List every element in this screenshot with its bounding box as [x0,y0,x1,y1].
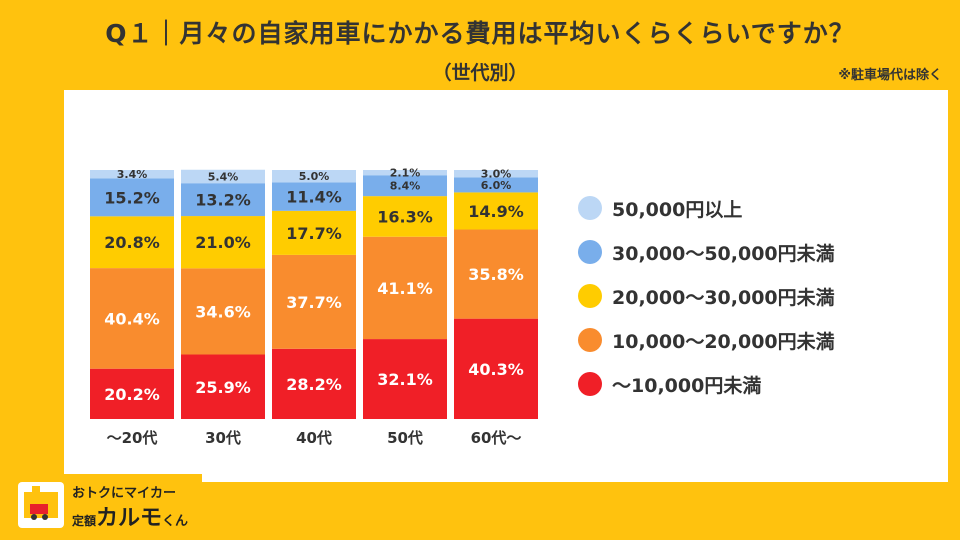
data-label: 3.0% [481,168,512,181]
bar-segment [454,318,538,419]
bar-segment [272,254,356,349]
data-label: 21.0% [195,233,251,252]
legend-swatch [578,196,602,220]
data-label: 11.4% [286,188,342,207]
chart-panel: 20.2% 40.4% 20.8% 15.2% 3.4% ～20代 25.9% 34.6% 21… [64,90,948,482]
legend-swatch [578,240,602,264]
legend-label: 10,000～20,000円未満 [612,330,835,353]
x-tick-label: 40代 [296,429,332,447]
data-label: 2.1% [390,167,421,180]
data-label: 32.1% [377,370,433,389]
data-label: 14.9% [468,202,524,221]
bar-segment [90,368,174,419]
logo-tagline: おトクにマイカー [72,486,177,501]
data-label: 15.2% [104,188,160,207]
legend-swatch [578,372,602,396]
car-badge-icon [18,482,64,528]
x-tick-label: 50代 [387,429,423,447]
footnote: ※駐車場代は除く [838,68,942,83]
stacked-bar-chart: 20.2% 40.4% 20.8% 15.2% 3.4% ～20代 25.9% 34.6% 21… [90,167,538,447]
data-label: 40.3% [468,360,524,379]
page-subtitle: （世代別） [432,62,528,84]
bar-segment [90,178,174,217]
bar-segment [90,216,174,269]
x-tick-label: 30代 [205,429,241,447]
data-label: 6.0% [481,179,512,192]
bar-segment [454,229,538,319]
logo-brand: 定額カルモくん [72,500,188,532]
data-label: 5.4% [208,170,239,183]
data-label: 40.4% [104,309,160,328]
data-label: 25.9% [195,378,251,397]
logo-suffix: くん [162,514,189,529]
bar-segment [181,268,265,355]
bar-segment [272,210,356,255]
chart-legend: 50,000円以上 30,000～50,000円未満 20,000～30,000円未… [578,186,835,406]
bar-segment [181,216,265,269]
bar-segment [363,175,447,197]
data-label: 37.7% [286,293,342,312]
page-title: Q１｜月々の自家用車にかかる費用は平均いくらくらいですか？ [105,19,855,48]
logo-prefix: 定額 [72,514,97,528]
data-label: 34.6% [195,302,251,321]
legend-swatch [578,284,602,308]
data-label: 5.0% [299,170,330,183]
data-label: 20.2% [104,385,160,404]
data-label: 28.2% [286,375,342,394]
data-label: 8.4% [390,180,421,193]
bar-segment [363,196,447,237]
bar-segment [181,169,265,184]
legend-item: 10,000～20,000円未満 [578,318,835,362]
data-label: 13.2% [195,191,251,210]
bar-segment [363,339,447,419]
data-label: 35.8% [468,265,524,284]
legend-item: 20,000～30,000円未満 [578,274,835,318]
legend-swatch [578,328,602,352]
bar-segment [181,354,265,419]
legend-item: 50,000円以上 [578,186,835,230]
bar-segment [363,170,447,176]
legend-item: 30,000～50,000円未満 [578,230,835,274]
x-tick-label: ～20代 [107,429,158,447]
bar-segment [181,183,265,217]
x-tick-label: 60代～ [471,429,522,447]
legend-item: ～10,000円未満 [578,362,835,406]
bar-segment [90,170,174,179]
brand-logo: おトクにマイカー 定額カルモくん [12,474,202,532]
bar-segment [454,177,538,193]
legend-label: 20,000～30,000円未満 [612,286,835,309]
data-label: 3.4% [117,168,148,181]
data-label: 20.8% [104,233,160,252]
bar-segment [272,182,356,211]
data-label: 41.1% [377,279,433,298]
bar-segment [454,170,538,178]
legend-label: 50,000円以上 [612,198,743,221]
logo-brand-name: カルモ [96,506,163,531]
bar-segment [363,236,447,340]
bar-segment [272,170,356,183]
data-label: 16.3% [377,207,433,226]
data-label: 17.7% [286,224,342,243]
bar-segment [454,192,538,230]
legend-label: 30,000～50,000円未満 [612,242,835,265]
bar-segment [272,348,356,419]
bar-segment [90,268,174,369]
legend-label: ～10,000円未満 [612,374,762,397]
